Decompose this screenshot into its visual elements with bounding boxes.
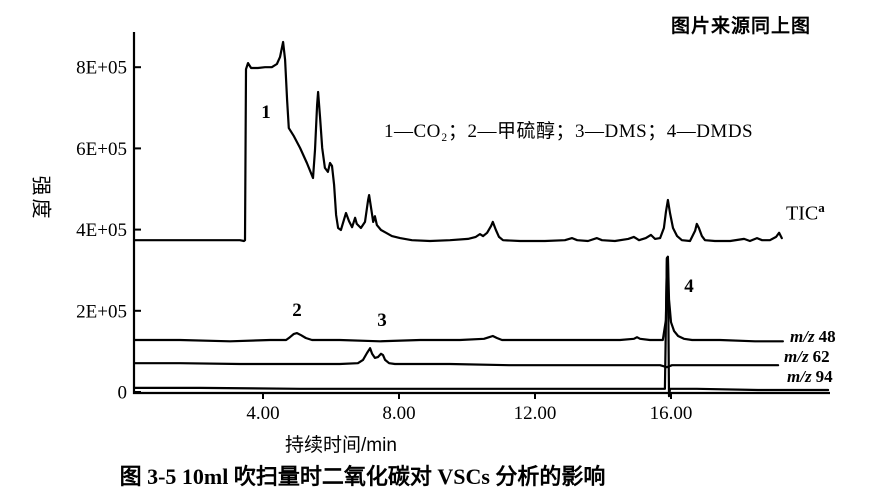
mz-prefix: m/z: [787, 367, 812, 386]
trace-label-mz62: m/z 62: [784, 347, 830, 367]
y-tick-label: 8E+05: [76, 58, 127, 79]
tic-text: TIC: [786, 202, 819, 225]
figure-caption: 图 3-5 10ml 吹扫量时二氧化碳对 VSCs 分析的影响: [119, 464, 606, 489]
x-tick-label: 12.00: [514, 403, 557, 424]
x-axis-title: 持续时间/min: [285, 435, 397, 456]
peak-label-2-methanethiol: 2: [292, 300, 302, 321]
y-tick-label: 4E+05: [76, 220, 127, 241]
mz-value: 62: [812, 347, 830, 366]
mz-value: 94: [815, 367, 833, 386]
trace-TIC: [133, 40, 783, 243]
trace-label-tic: TICa: [786, 200, 825, 226]
x-tick-label: 8.00: [382, 403, 415, 424]
tic-superscript: a: [818, 200, 825, 215]
peak-label-1-co2: 1: [261, 102, 271, 123]
trace-mz48: [133, 255, 784, 343]
trace-mz62: [133, 347, 780, 369]
x-tick-label: 4.00: [246, 403, 279, 424]
y-tick-label: 0: [118, 383, 128, 404]
peak-label-4-dmds: 4: [684, 276, 694, 297]
y-tick-label: 2E+05: [76, 301, 127, 322]
trace-label-mz48: m/z 48: [790, 327, 836, 347]
image-source-note: 图片来源同上图: [671, 16, 812, 37]
y-tick-label: 6E+05: [76, 139, 127, 160]
trace-mz94: [133, 255, 830, 398]
y-axis-title: 强度: [29, 175, 52, 222]
trace-label-mz94: m/z 94: [787, 367, 833, 387]
peak-legend: 1—CO₂；2—甲硫醇；3—DMS；4—DMDS: [384, 121, 754, 142]
mz-value: 48: [818, 327, 836, 346]
x-tick-label: 16.00: [650, 403, 693, 424]
mz-prefix: m/z: [784, 347, 809, 366]
mz-prefix: m/z: [790, 327, 815, 346]
peak-label-3-dms: 3: [377, 310, 387, 331]
